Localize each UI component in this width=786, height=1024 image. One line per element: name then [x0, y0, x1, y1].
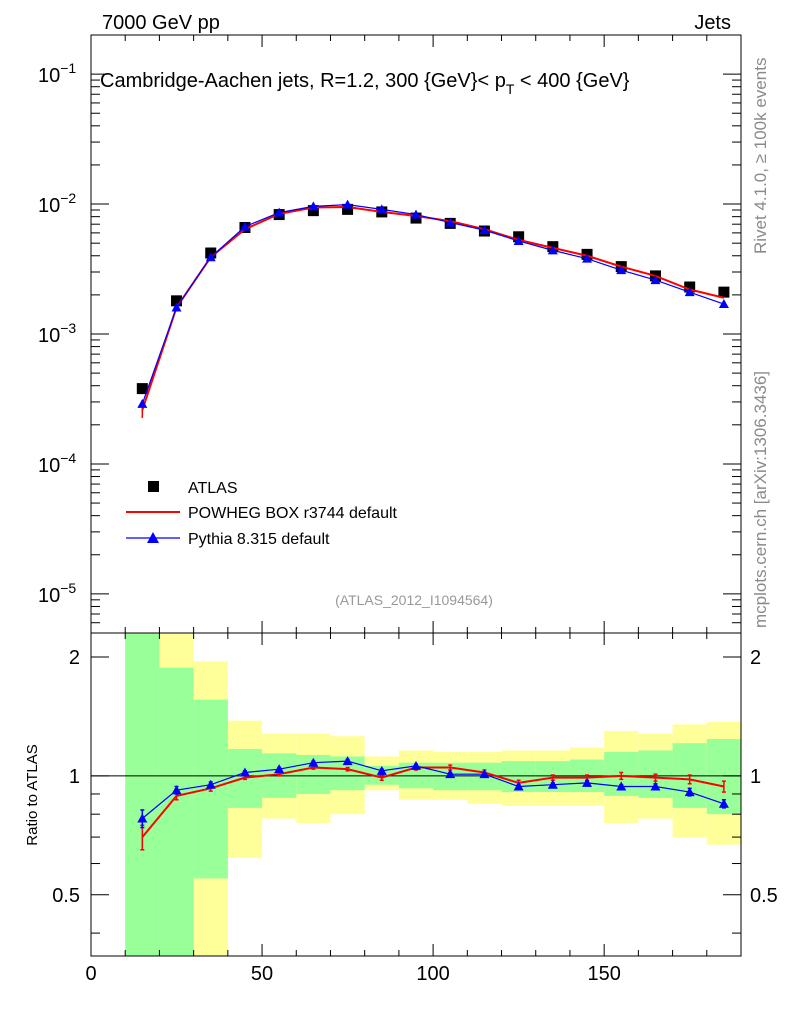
ratio-panel-frame: [90, 632, 742, 957]
ratio-point-pythia: [479, 769, 490, 779]
green-band-bin: [125, 633, 160, 956]
data-point-pythia: [137, 398, 148, 408]
series-line-powheg: [141, 205, 725, 411]
ratio-point-pythia: [616, 781, 627, 791]
data-point-pythia: [171, 302, 182, 312]
ratio-point-pythia: [513, 781, 524, 791]
legend-label-powheg: POWHEG BOX r3744 default: [188, 505, 398, 522]
y-tick-label-ratio: 2: [69, 647, 80, 669]
ratio-point-pythia: [684, 787, 695, 797]
data-point-pythia: [479, 225, 490, 235]
legend: ATLAS POWHEG BOX r3744 default Pythia 8.…: [126, 480, 398, 548]
data-point-pythia: [342, 199, 353, 209]
ratio-point-pythia: [376, 765, 387, 775]
data-point-atlas: [718, 286, 730, 298]
green-band-bin: [159, 667, 194, 956]
x-tick-label: 150: [587, 963, 620, 985]
ratio-point-pythia: [582, 777, 593, 787]
y-tick-label-top: 10−4: [38, 450, 76, 477]
y-tick-label-top: 10−1: [38, 60, 76, 87]
data-point-pythia: [616, 265, 627, 275]
chart-title: Cambridge-Aachen jets, R=1.2, 300 {GeV}<…: [100, 70, 630, 97]
x-tick-label: 0: [85, 963, 96, 985]
data-point-pythia: [650, 275, 661, 285]
data-point-pythia: [445, 217, 456, 227]
ratio-point-pythia: [308, 757, 319, 767]
ratio-axis-label: Ratio to ATLAS: [24, 744, 41, 845]
header-category-label: Jets: [694, 12, 731, 34]
series-line-pythia: [141, 204, 725, 405]
x-tick-label: 50: [251, 963, 273, 985]
axis-tick-labels: 0 50 100 150 10−1 10−2 10−3 10−4 10−5 0.5 0.5 1 1 2 2: [38, 60, 778, 985]
ratio-point-pythia: [445, 769, 456, 779]
data-point-pythia: [547, 245, 558, 255]
y-tick-label-top: 10−5: [38, 580, 76, 607]
data-point-pythia: [718, 299, 729, 309]
y-tick-label-ratio: 1: [69, 766, 80, 788]
ratio-point-pythia: [205, 779, 216, 789]
y-tick-label-ratio-right: 1: [750, 766, 761, 788]
ratio-line-powheg: [141, 766, 725, 838]
mcplots-source-label: mcplots.cern.ch [arXiv:1306.3436]: [751, 370, 770, 628]
ratio-series-group: [137, 756, 729, 851]
analysis-watermark: (ATLAS_2012_I1094564): [335, 592, 493, 608]
y-tick-label-ratio: 0.5: [52, 885, 80, 907]
data-point-pythia: [582, 253, 593, 263]
y-tick-label-top: 10−3: [38, 320, 76, 347]
legend-label-pythia: Pythia 8.315 default: [188, 531, 330, 548]
ratio-point-pythia: [718, 798, 729, 808]
data-point-atlas: [171, 295, 183, 307]
ratio-point-pythia: [239, 767, 250, 777]
data-point-pythia: [513, 235, 524, 245]
ratio-point-pythia: [137, 813, 148, 823]
header-energy-label: 7000 GeV pp: [102, 12, 220, 34]
data-point-pythia: [411, 209, 421, 219]
data-point-pythia: [239, 221, 250, 231]
y-tick-label-top: 10−2: [38, 190, 76, 217]
y-tick-label-ratio-right: 0.5: [750, 885, 778, 907]
ratio-line-pythia: [141, 760, 725, 819]
top-series-group: [136, 199, 730, 419]
rivet-version-label: Rivet 4.1.0, ≥ 100k events: [751, 57, 770, 254]
data-point-atlas: [684, 281, 696, 293]
y-tick-label-ratio-right: 2: [750, 647, 761, 669]
legend-marker-atlas: [148, 481, 159, 492]
ratio-point-pythia: [650, 781, 661, 791]
ratio-point-pythia: [342, 756, 353, 766]
data-point-pythia: [274, 207, 285, 217]
x-tick-label: 100: [416, 963, 449, 985]
data-point-atlas: [136, 383, 148, 395]
data-point-pythia: [308, 201, 319, 211]
axis-ticks: [90, 34, 742, 956]
ratio-point-pythia: [547, 779, 558, 789]
data-point-atlas: [342, 203, 354, 215]
data-point-atlas: [307, 205, 319, 217]
data-point-pythia: [376, 204, 387, 214]
ratio-point-pythia: [171, 785, 182, 795]
ratio-uncertainty-bands: [125, 633, 741, 956]
legend-label-atlas: ATLAS: [188, 480, 238, 497]
legend-marker-pythia: [147, 532, 159, 543]
ratio-point-pythia: [274, 764, 285, 774]
ratio-point-pythia: [411, 760, 421, 770]
data-point-pythia: [205, 252, 216, 262]
data-point-pythia: [684, 287, 695, 297]
